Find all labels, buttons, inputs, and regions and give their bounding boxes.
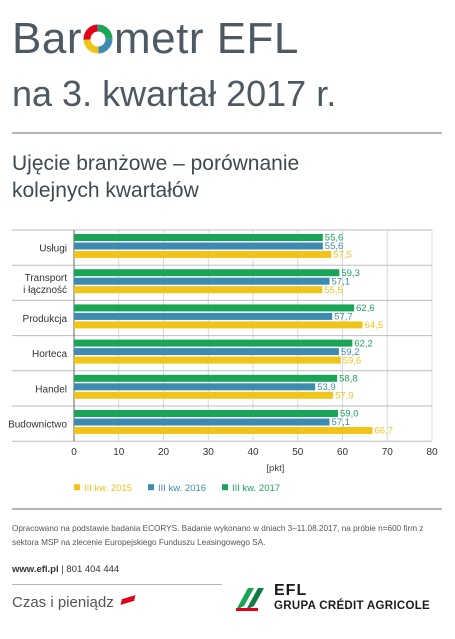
- x-tick-label: 40: [247, 447, 259, 458]
- bar: [74, 427, 373, 434]
- legend-swatch: [148, 484, 154, 491]
- data-label: 57,1: [332, 417, 351, 428]
- divider-footer: [12, 584, 222, 585]
- data-label: 55,6: [325, 233, 344, 244]
- data-label: 55,5: [324, 285, 343, 296]
- x-tick-label: 20: [158, 447, 170, 458]
- x-tick-label: 10: [113, 447, 125, 458]
- chart-subtitle-line2: kolejnych kwartałów: [12, 179, 199, 202]
- category-label: Usługi: [39, 244, 67, 255]
- data-label: 62,6: [356, 303, 375, 314]
- bar: [74, 321, 363, 329]
- legend-swatch: [222, 484, 228, 491]
- barometer-logo-icon: [83, 24, 113, 54]
- category-label: Transport: [25, 273, 68, 284]
- bar: [74, 312, 333, 320]
- legend-swatch: [74, 484, 80, 491]
- slogan-swoosh-icon: [120, 595, 136, 605]
- x-tick-label: 0: [71, 447, 77, 458]
- x-tick-label: 30: [203, 447, 215, 458]
- bar: [74, 339, 353, 347]
- chart-subtitle-line1: Ujęcie branżowe – porównanie: [12, 152, 300, 175]
- data-label: 59,3: [341, 268, 360, 279]
- website-link[interactable]: www.efl.pl: [12, 564, 59, 575]
- bar: [74, 304, 355, 312]
- x-axis-label: [pkt]: [266, 463, 284, 474]
- divider-bottom: [12, 508, 442, 510]
- legend-label: III kw. 2015: [84, 483, 132, 494]
- contact-line: www.efl.pl | 801 404 444: [12, 564, 119, 575]
- brand-logo: EFL GRUPA CRÉDIT AGRICOLE: [232, 580, 447, 620]
- bar: [74, 286, 323, 294]
- bar: [74, 356, 341, 364]
- data-label: 57,1: [332, 276, 351, 287]
- data-label: 64,5: [365, 320, 384, 331]
- bar: [74, 242, 323, 250]
- data-label: 66,7: [374, 426, 393, 437]
- credit-agricole-logo-icon: [236, 588, 264, 611]
- category-label: Budownictwo: [8, 420, 67, 431]
- data-label: 57,9: [335, 391, 354, 402]
- contact-separator: |: [58, 564, 67, 575]
- x-tick-label: 60: [337, 447, 349, 458]
- legend-label: III kw. 2016: [158, 483, 206, 494]
- page-subtitle-quarter: na 3. kwartał 2017 r.: [12, 73, 337, 114]
- data-label: 59,0: [340, 409, 359, 420]
- bar: [74, 277, 330, 285]
- title-part2: metr EFL: [113, 14, 299, 63]
- slogan-text: Czas i pieniądz: [12, 594, 114, 611]
- phone-number: 801 404 444: [66, 564, 120, 575]
- category-label: Horteca: [32, 349, 67, 360]
- brand-group: GRUPA CRÉDIT AGRICOLE: [274, 600, 431, 612]
- bar: [74, 234, 323, 241]
- bar: [74, 418, 330, 426]
- divider-top: [12, 132, 442, 134]
- data-label: 58,8: [339, 374, 358, 385]
- bar-chart: 0 10 20 30 40 50 60 70 8055,655,657,5Usługi59,35…: [8, 229, 438, 494]
- category-label: Handel: [35, 384, 67, 395]
- data-label: 59,6: [343, 355, 362, 366]
- title-part1: Bar: [12, 14, 82, 63]
- data-label: 57,7: [334, 312, 353, 323]
- data-label: 62,2: [354, 338, 373, 349]
- bar: [74, 391, 334, 399]
- bar: [74, 251, 332, 258]
- x-tick-label: 70: [382, 447, 394, 458]
- page-title: Bar metr EFL: [12, 16, 299, 62]
- bar: [74, 410, 339, 417]
- slogan: Czas i pieniądz: [12, 594, 136, 611]
- category-label: i łączność: [23, 285, 67, 296]
- data-label: 53,9: [317, 382, 336, 393]
- x-tick-label: 80: [426, 447, 438, 458]
- category-label: Produkcja: [23, 314, 68, 325]
- methodology-note: Opracowano na podstawie badania ECORYS. …: [12, 524, 424, 547]
- bar: [74, 383, 316, 391]
- data-label: 55,6: [325, 241, 344, 252]
- data-label: 59,2: [341, 347, 360, 358]
- bar: [74, 374, 338, 382]
- brand-name: EFL: [274, 582, 308, 599]
- chart-subtitle: Ujęcie branżowe – porównanie kolejnych k…: [12, 150, 432, 204]
- bar: [74, 269, 340, 277]
- legend-label: III kw. 2017: [232, 483, 280, 494]
- x-tick-label: 50: [292, 447, 304, 458]
- bar: [74, 348, 339, 356]
- data-label: 57,5: [333, 250, 352, 261]
